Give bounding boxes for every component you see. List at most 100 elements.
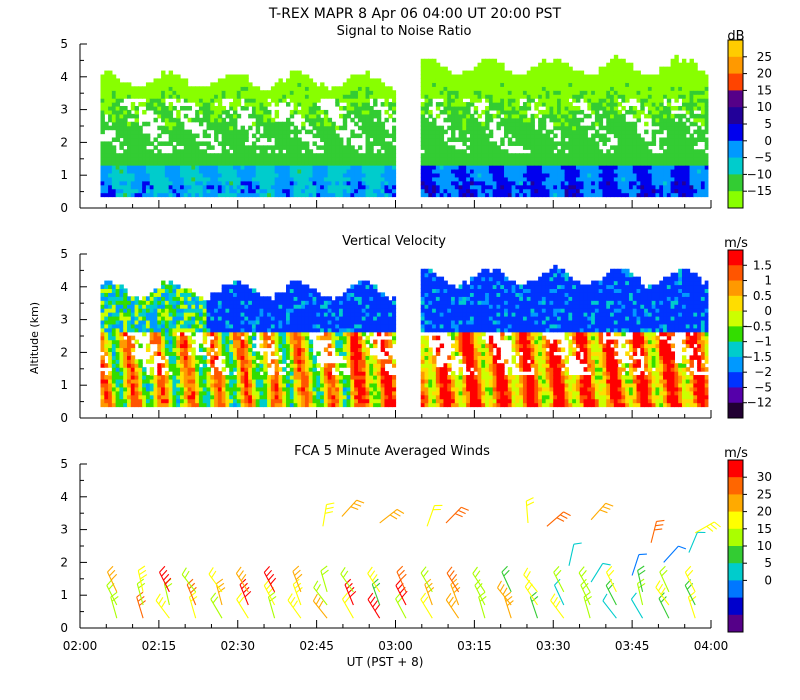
field-cell bbox=[289, 90, 295, 95]
field-cell bbox=[553, 184, 558, 190]
field-cell bbox=[492, 90, 498, 95]
field-cell bbox=[526, 145, 532, 150]
field-cell bbox=[161, 288, 166, 293]
field-cell bbox=[202, 172, 208, 178]
field-cell bbox=[289, 149, 295, 154]
field-cell bbox=[469, 153, 475, 158]
field-cell bbox=[424, 133, 429, 139]
field-cell bbox=[663, 149, 668, 154]
field-cell bbox=[519, 74, 524, 80]
field-cell bbox=[473, 121, 479, 127]
field-cell bbox=[130, 382, 136, 388]
field-cell bbox=[115, 359, 121, 364]
field-cell bbox=[274, 176, 280, 182]
field-cell bbox=[515, 117, 520, 123]
field-cell bbox=[621, 184, 626, 190]
field-cell bbox=[663, 141, 668, 146]
field-cell bbox=[138, 153, 143, 158]
field-cell bbox=[451, 105, 456, 111]
field-cell bbox=[670, 117, 676, 123]
field-cell bbox=[534, 66, 539, 72]
field-cell bbox=[376, 141, 382, 146]
field-cell bbox=[187, 394, 192, 400]
field-cell bbox=[515, 121, 520, 127]
field-cell bbox=[376, 172, 382, 178]
field-cell bbox=[659, 66, 664, 72]
field-cell bbox=[458, 168, 463, 174]
field-cell bbox=[100, 188, 105, 194]
field-cell bbox=[233, 153, 238, 158]
field-cell bbox=[100, 149, 105, 154]
field-cell bbox=[164, 165, 170, 170]
field-cell bbox=[454, 121, 460, 127]
field-cell bbox=[420, 180, 426, 186]
field-cell bbox=[454, 98, 460, 103]
field-cell bbox=[335, 141, 340, 146]
field-cell bbox=[496, 105, 501, 111]
field-cell bbox=[233, 145, 238, 150]
field-cell bbox=[161, 82, 166, 87]
field-cell bbox=[572, 121, 577, 127]
field-cell bbox=[312, 86, 317, 91]
field-cell bbox=[666, 125, 672, 131]
field-cell bbox=[458, 133, 463, 139]
field-cell bbox=[153, 394, 158, 400]
field-cell bbox=[424, 153, 429, 158]
field-cell bbox=[119, 105, 124, 111]
field-cell bbox=[320, 157, 325, 162]
field-cell bbox=[451, 121, 456, 127]
field-cell bbox=[157, 386, 162, 392]
field-cell bbox=[663, 172, 668, 178]
field-cell bbox=[297, 78, 302, 83]
field-cell bbox=[704, 141, 709, 146]
field-cell bbox=[195, 102, 200, 107]
field-cell bbox=[214, 86, 219, 91]
field-cell bbox=[217, 161, 223, 166]
field-cell bbox=[519, 109, 524, 115]
field-cell bbox=[236, 168, 242, 174]
field-cell bbox=[320, 82, 325, 87]
field-cell bbox=[428, 125, 433, 131]
field-cell bbox=[369, 192, 374, 198]
field-cell bbox=[354, 172, 359, 178]
field-cell bbox=[587, 188, 592, 194]
field-cell bbox=[327, 168, 333, 174]
field-cell bbox=[606, 62, 611, 68]
field-cell bbox=[373, 172, 378, 178]
field-cell bbox=[142, 153, 147, 158]
field-cell bbox=[153, 153, 158, 158]
field-cell bbox=[507, 98, 513, 103]
field-cell bbox=[339, 180, 344, 186]
field-cell bbox=[115, 312, 121, 317]
field-cell bbox=[350, 145, 355, 150]
field-cell bbox=[685, 78, 691, 83]
field-cell bbox=[202, 117, 208, 123]
field-cell bbox=[134, 394, 139, 400]
field-cell bbox=[145, 390, 151, 396]
field-cell bbox=[681, 192, 687, 198]
field-cell bbox=[481, 192, 486, 198]
field-cell bbox=[681, 66, 687, 72]
field-cell bbox=[644, 161, 649, 166]
field-cell bbox=[187, 86, 192, 91]
field-cell bbox=[198, 161, 204, 166]
field-cell bbox=[164, 157, 170, 162]
field-cell bbox=[462, 78, 467, 83]
field-cell bbox=[628, 121, 634, 127]
field-cell bbox=[286, 117, 291, 123]
field-cell bbox=[568, 105, 573, 111]
field-cell bbox=[670, 105, 676, 111]
field-cell bbox=[617, 165, 622, 170]
field-cell bbox=[130, 133, 136, 139]
field-cell bbox=[354, 78, 359, 83]
y-tick-label: 5 bbox=[60, 37, 68, 51]
field-cell bbox=[365, 86, 370, 91]
field-cell bbox=[202, 90, 208, 95]
field-cell bbox=[255, 176, 261, 182]
field-cell bbox=[145, 323, 151, 329]
field-cell bbox=[320, 168, 325, 174]
field-cell bbox=[100, 145, 105, 150]
field-cell bbox=[161, 296, 166, 301]
field-cell bbox=[130, 94, 136, 99]
